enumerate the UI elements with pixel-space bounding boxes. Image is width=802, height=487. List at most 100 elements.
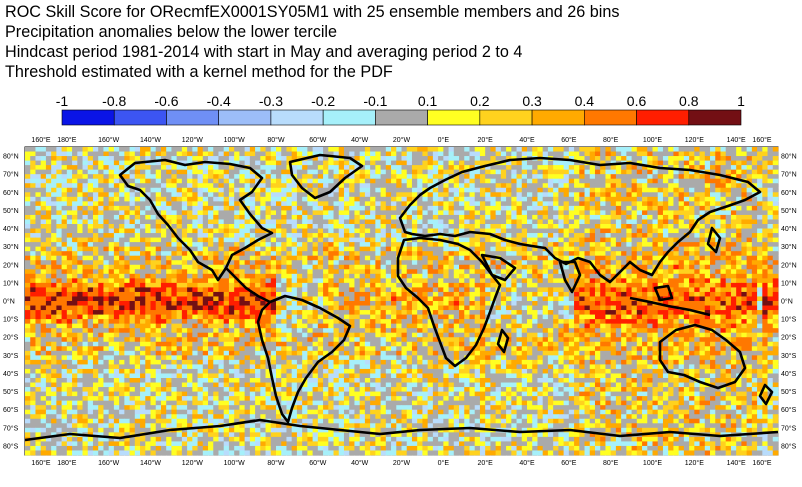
heatmap-cell (270, 233, 277, 238)
heatmap-cell (579, 205, 585, 211)
heatmap-cell (45, 296, 52, 302)
heatmap-cell (140, 192, 146, 198)
heatmap-cell (291, 205, 298, 211)
heatmap-cell (506, 165, 512, 171)
heatmap-cell (584, 178, 591, 184)
heatmap-cell (270, 264, 277, 270)
heatmap-cell (621, 205, 627, 211)
heatmap-cell (92, 228, 99, 234)
heatmap-cell (652, 273, 659, 279)
heatmap-cell (349, 291, 355, 297)
heatmap-cell (343, 160, 350, 166)
heatmap-cell (694, 187, 700, 193)
heatmap-cell (218, 260, 225, 266)
heatmap-cell (772, 156, 779, 161)
heatmap-cell (741, 156, 748, 161)
heatmap-cell (385, 242, 392, 248)
heatmap-cell (145, 269, 151, 275)
heatmap-cell (239, 174, 246, 180)
heatmap-cell (417, 214, 423, 220)
heatmap-cell (51, 219, 57, 225)
heatmap-cell (511, 224, 517, 229)
heatmap-cell (249, 219, 256, 225)
heatmap-cell (276, 291, 282, 297)
heatmap-cell (558, 228, 565, 234)
heatmap-cell (495, 282, 502, 288)
heatmap-cell (134, 214, 141, 220)
heatmap-cell (317, 165, 324, 171)
heatmap-cell (720, 147, 727, 152)
heatmap-cell (51, 255, 57, 261)
heatmap-cell (673, 246, 680, 252)
heatmap-cell (704, 187, 711, 193)
heatmap-cell (605, 228, 612, 234)
heatmap-cell (270, 301, 277, 306)
heatmap-cell (61, 205, 68, 211)
heatmap-cell (459, 255, 465, 261)
heatmap-cell (103, 228, 110, 234)
heatmap-cell (678, 183, 685, 189)
heatmap-cell (673, 255, 680, 261)
heatmap-cell (317, 255, 324, 261)
heatmap-cell (129, 246, 136, 252)
heatmap-cell (124, 156, 130, 161)
heatmap-cell (417, 156, 423, 161)
heatmap-cell (255, 301, 261, 306)
heatmap-cell (82, 291, 89, 297)
heatmap-cell (244, 187, 251, 193)
heatmap-cell (532, 174, 538, 180)
colorbar-swatch (531, 109, 585, 126)
heatmap-cell (66, 210, 73, 216)
heatmap-cell (673, 264, 680, 270)
heatmap-cell (704, 233, 711, 238)
heatmap-cell (411, 178, 418, 184)
heatmap-cell (406, 233, 413, 238)
heatmap-cell (694, 237, 700, 243)
heatmap-cell (422, 255, 429, 261)
heatmap-cell (197, 278, 204, 284)
heatmap-cell (145, 278, 151, 284)
heatmap-cell (291, 282, 298, 288)
heatmap-cell (155, 192, 162, 198)
heatmap-cell (547, 291, 554, 297)
heatmap-cell (479, 233, 486, 238)
heatmap-cell (396, 165, 402, 171)
heatmap-cell (542, 251, 549, 257)
heatmap-cell (432, 282, 439, 288)
heatmap-cell (506, 169, 512, 175)
heatmap-cell (155, 237, 162, 243)
heatmap-cell (751, 210, 758, 216)
heatmap-cell (542, 273, 549, 279)
heatmap-cell (772, 224, 779, 229)
heatmap-cell (715, 201, 721, 207)
heatmap-cell (631, 214, 638, 220)
heatmap-cell (307, 169, 314, 175)
heatmap-cell (448, 282, 455, 288)
heatmap-cell (579, 282, 585, 288)
heatmap-cell (255, 273, 261, 279)
heatmap-cell (730, 228, 737, 234)
heatmap-cell (485, 151, 491, 157)
heatmap-cell (474, 224, 481, 229)
heatmap-cell (218, 178, 225, 184)
heatmap-cell (349, 147, 355, 152)
heatmap-cell (113, 246, 120, 252)
heatmap-cell (553, 260, 559, 266)
heatmap-cell (391, 151, 397, 157)
heatmap-cell (631, 269, 638, 275)
heatmap-cell (307, 273, 314, 279)
heatmap-cell (657, 169, 664, 175)
heatmap-cell (725, 273, 732, 279)
heatmap-cell (757, 251, 763, 257)
heatmap-cell (208, 296, 214, 302)
heatmap-cell (563, 174, 570, 180)
heatmap-cell (56, 296, 63, 302)
heatmap-cell (181, 269, 188, 275)
heatmap-cell (30, 237, 36, 243)
heatmap-cell (265, 169, 272, 175)
heatmap-cell (265, 205, 272, 211)
heatmap-cell (270, 287, 277, 293)
heatmap-cell (568, 174, 575, 180)
heatmap-cell (730, 192, 737, 198)
heatmap-cell (124, 147, 130, 152)
